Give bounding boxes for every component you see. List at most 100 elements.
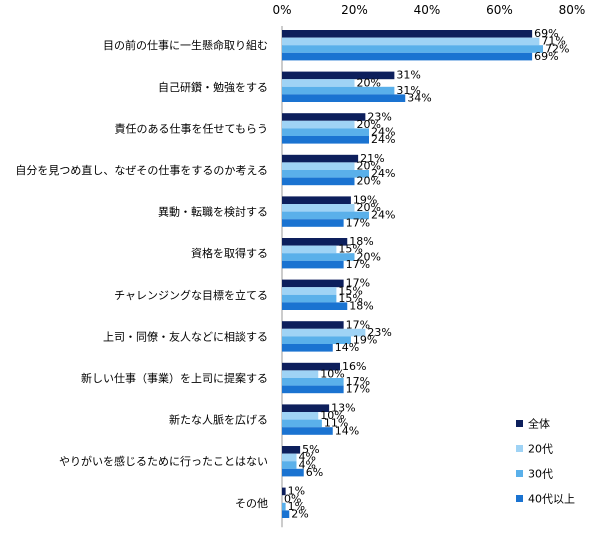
bar — [282, 253, 355, 261]
category-label: やりがいを感じるために行ったことはない — [59, 454, 268, 468]
bar — [282, 279, 344, 288]
data-label: 1% — [288, 485, 305, 498]
category-label: 資格を取得する — [191, 246, 268, 260]
data-label: 21% — [360, 152, 384, 165]
legend-swatch — [516, 470, 523, 477]
legend-swatch — [516, 420, 523, 427]
legend-swatch — [516, 495, 523, 502]
data-label: 0% — [284, 492, 301, 505]
bar — [282, 362, 340, 371]
bar — [282, 370, 319, 378]
data-label: 20% — [357, 118, 381, 131]
data-label: 17% — [346, 375, 370, 388]
category-label: その他 — [235, 497, 268, 510]
data-label: 20% — [357, 160, 381, 173]
data-label: 18% — [349, 235, 373, 248]
category-label: 自己研鑽・勉強をする — [158, 80, 268, 94]
data-label: 24% — [371, 126, 395, 139]
bar — [282, 177, 355, 186]
category-label: 上司・同僚・友人などに相談する — [103, 329, 268, 343]
data-label: 10% — [320, 368, 344, 381]
bar — [282, 71, 395, 80]
data-label: 34% — [407, 92, 431, 105]
data-label: 5% — [302, 443, 319, 456]
bar — [282, 336, 351, 344]
data-label: 31% — [396, 84, 420, 97]
data-label: 17% — [346, 383, 370, 396]
data-label: 19% — [353, 194, 377, 207]
data-label: 69% — [534, 27, 558, 40]
data-label: 17% — [346, 258, 370, 271]
bar — [282, 238, 348, 246]
data-label: 69% — [534, 50, 558, 63]
data-label: 71% — [541, 35, 565, 48]
data-label: 1% — [288, 500, 305, 513]
category-label: 責任のある仕事を任せてもらう — [115, 121, 268, 135]
legend-swatch — [516, 445, 523, 452]
data-label: 15% — [338, 292, 362, 305]
data-label: 14% — [335, 341, 359, 354]
legend-label: 30代 — [528, 468, 553, 481]
data-label: 17% — [346, 277, 370, 290]
legend-label: 全体 — [528, 417, 550, 431]
data-label: 20% — [357, 175, 381, 188]
bar — [282, 468, 304, 477]
bar — [282, 94, 406, 102]
data-label: 20% — [357, 76, 381, 89]
data-label: 6% — [306, 466, 323, 479]
legend-label: 40代以上 — [528, 493, 575, 506]
bar — [282, 170, 369, 178]
category-label: 自分を見つめ直し、なぜその仕事をするのか考える — [15, 163, 268, 177]
bar — [282, 128, 369, 136]
bar — [282, 321, 344, 329]
data-label: 10% — [320, 409, 344, 422]
bar — [282, 113, 366, 121]
bar — [282, 328, 366, 337]
bar — [282, 287, 337, 295]
bar — [282, 120, 355, 129]
bar — [282, 37, 540, 46]
bar — [282, 302, 348, 310]
bar — [282, 427, 333, 435]
data-label: 15% — [338, 243, 362, 256]
bar — [282, 211, 369, 220]
data-label: 24% — [371, 209, 395, 222]
data-label: 24% — [371, 167, 395, 180]
bar — [282, 219, 344, 227]
bar — [282, 404, 330, 412]
category-label: 異動・転職を検討する — [158, 205, 268, 219]
bar — [282, 344, 333, 352]
bar — [282, 294, 337, 303]
x-tick-label: 80% — [559, 3, 586, 17]
data-label: 20% — [357, 201, 381, 214]
bar — [282, 136, 369, 144]
bar — [282, 502, 286, 511]
bar — [282, 30, 533, 38]
bar — [282, 45, 543, 53]
category-label: 目の前の仕事に一生懸命取り組む — [103, 38, 268, 52]
bar — [282, 510, 290, 518]
bar — [282, 260, 344, 269]
data-label: 18% — [349, 300, 373, 313]
data-label: 23% — [367, 326, 391, 339]
data-label: 4% — [299, 458, 316, 471]
data-label: 72% — [545, 42, 569, 55]
bar — [282, 385, 344, 394]
data-label: 14% — [335, 424, 359, 437]
bar — [282, 204, 355, 212]
bar — [282, 461, 297, 469]
data-label: 2% — [291, 508, 308, 521]
x-tick-label: 0% — [272, 3, 291, 17]
data-label: 15% — [338, 284, 362, 297]
bar — [282, 446, 301, 454]
data-label: 23% — [367, 110, 391, 123]
bar — [282, 196, 351, 204]
bar — [282, 154, 359, 163]
bar — [282, 412, 319, 420]
data-label: 20% — [357, 250, 381, 263]
bar — [282, 79, 355, 87]
category-label: 新たな人脈を広げる — [169, 413, 268, 427]
bar — [282, 378, 344, 386]
data-label: 11% — [324, 417, 348, 430]
